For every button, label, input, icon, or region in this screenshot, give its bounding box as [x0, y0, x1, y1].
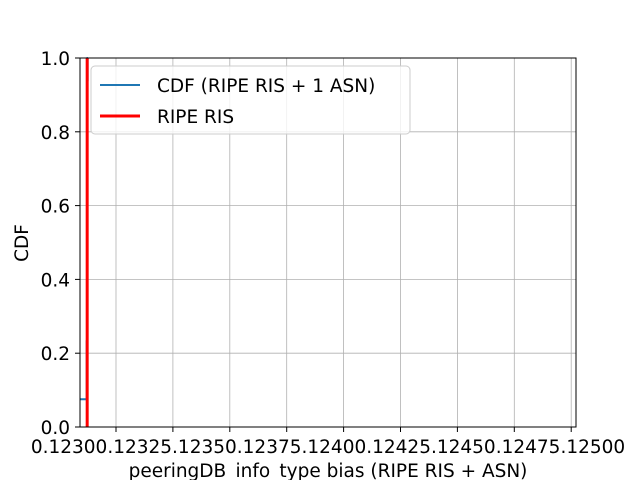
y-tick-label-1: 0.2 [41, 344, 70, 365]
y-tick-label-2: 0.4 [41, 270, 70, 291]
x-axis-label: peeringDB_info_type bias (RIPE RIS + ASN… [129, 461, 528, 480]
legend-label-cdf: CDF (RIPE RIS + 1 ASN) [157, 76, 375, 97]
y-tick-label-3: 0.6 [41, 197, 70, 218]
y-axis-label: CDF [12, 224, 33, 262]
legend: CDF (RIPE RIS + 1 ASN) RIPE RIS [91, 66, 410, 134]
y-tick-label-0: 0.0 [41, 418, 70, 439]
y-tick-label-4: 0.8 [41, 123, 70, 144]
legend-label-ripe-ris: RIPE RIS [157, 107, 234, 128]
x-tick-labels: 0.12300.12325.12350.12375.12400.12425.12… [31, 437, 625, 458]
y-tick-label-5: 1.0 [41, 49, 70, 70]
